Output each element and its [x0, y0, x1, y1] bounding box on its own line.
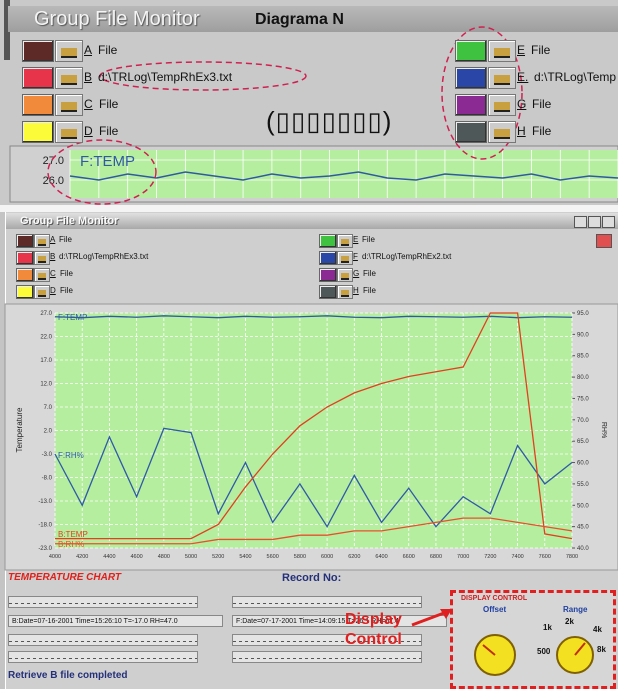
range-label: 1k	[543, 623, 552, 632]
y2-tick-label: 80.0	[577, 375, 589, 381]
x-tick-label: 7800	[566, 554, 578, 560]
y-tick-label: 27.0	[40, 311, 52, 317]
x-tick-label: 6400	[375, 554, 387, 560]
series-label: F:RH%	[58, 451, 84, 460]
y2-tick-label: 75.0	[577, 396, 589, 402]
x-tick-label: 6200	[348, 554, 360, 560]
y-tick-label: -23.0	[38, 546, 52, 552]
y-tick-label: -18.0	[38, 523, 52, 529]
y2-tick-label: 60.0	[577, 461, 589, 467]
display-control: DISPLAY CONTROL Offset Range 1k 2k 4k 50…	[450, 590, 616, 689]
y2-tick-label: 90.0	[577, 332, 589, 338]
y-tick-label: -3.0	[42, 452, 53, 458]
y2-tick-label: 95.0	[577, 311, 589, 317]
x-tick-label: 4400	[103, 554, 115, 560]
x-tick-label: 7000	[457, 554, 469, 560]
input-field[interactable]	[8, 634, 198, 646]
range-label: 2k	[565, 617, 574, 626]
y2-tick-label: 40.0	[577, 546, 589, 552]
input-field[interactable]	[8, 651, 198, 663]
x-tick-label: 5200	[212, 554, 224, 560]
y-tick-label: -13.0	[38, 499, 52, 505]
record-label: Record No:	[282, 572, 341, 584]
annotation-arrow	[410, 605, 455, 630]
x-tick-label: 6600	[403, 554, 415, 560]
x-tick-label: 5800	[294, 554, 306, 560]
x-tick-label: 4000	[49, 554, 61, 560]
y2-tick-label: 45.0	[577, 525, 589, 531]
input-field[interactable]	[8, 596, 198, 608]
temperature-chart: 27.0 22.0 17.0 12.0 7.0 2.0 -3.0 -8.0 -13.0 -18.0…	[0, 0, 618, 689]
y-axis-label: Temperature	[15, 407, 24, 452]
status-text: Retrieve B file completed	[8, 670, 127, 681]
y-tick-label: 7.0	[44, 405, 53, 411]
y-tick-label: 2.0	[44, 429, 53, 435]
input-field[interactable]	[232, 596, 422, 608]
y2-tick-label: 50.0	[577, 503, 589, 509]
range-label: 8k	[597, 645, 606, 654]
y-tick-label: 17.0	[40, 358, 52, 364]
y2-tick-label: 70.0	[577, 418, 589, 424]
x-tick-label: 5600	[267, 554, 279, 560]
range-label: 4k	[593, 625, 602, 634]
page: { "zoom": { "title": "Group File Monitor…	[0, 0, 618, 689]
range-label: 500	[537, 647, 550, 656]
x-tick-label: 5400	[239, 554, 251, 560]
series-label: B:TEMP	[58, 530, 88, 539]
x-tick-label: 7400	[511, 554, 523, 560]
x-tick-label: 4200	[76, 554, 88, 560]
y-tick-label: 12.0	[40, 382, 52, 388]
y-tick-label: -8.0	[42, 476, 53, 482]
x-tick-label: 4800	[158, 554, 170, 560]
y2-tick-label: 85.0	[577, 354, 589, 360]
x-tick-label: 7600	[539, 554, 551, 560]
x-tick-label: 5000	[185, 554, 197, 560]
x-tick-label: 6800	[430, 554, 442, 560]
x-tick-label: 7200	[484, 554, 496, 560]
y2-tick-label: 65.0	[577, 439, 589, 445]
y-tick-label: 22.0	[40, 335, 52, 341]
input-field[interactable]	[232, 651, 422, 663]
series-label: B:RH%	[58, 540, 84, 549]
x-tick-label: 6000	[321, 554, 333, 560]
y2-tick-label: 55.0	[577, 482, 589, 488]
series-label: F:TEMP	[58, 313, 87, 322]
y2-axis-label: RH%	[600, 422, 607, 438]
status-field: B:Date=07-16-2001 Time=15:26:10 T=-17.0 …	[8, 615, 223, 627]
x-tick-label: 4600	[131, 554, 143, 560]
chart-title: TEMPERATURE CHART	[8, 572, 121, 583]
knobs	[453, 593, 613, 686]
